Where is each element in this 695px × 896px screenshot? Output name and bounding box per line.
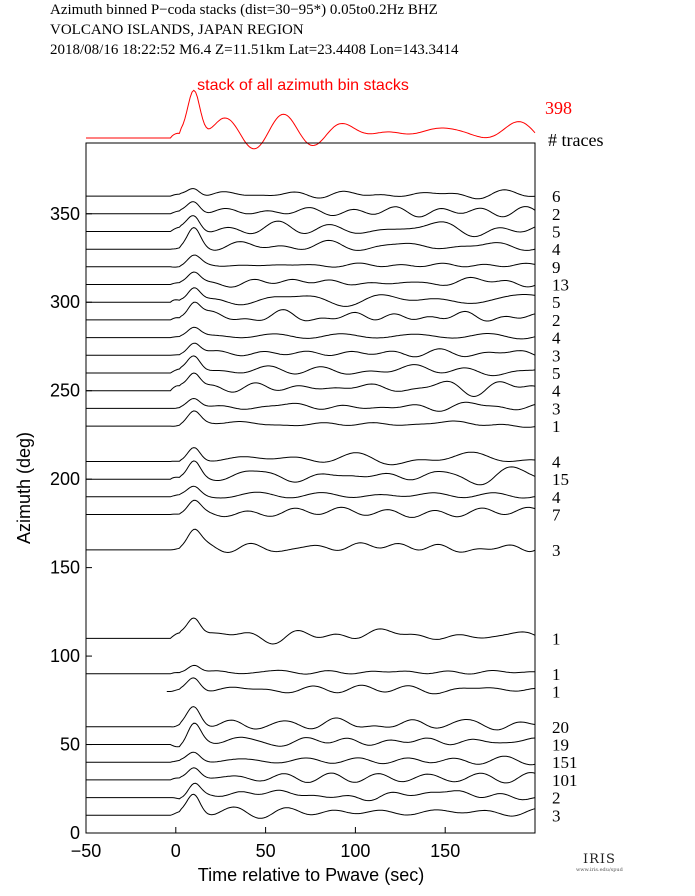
trace-count-az-350: 2 — [552, 205, 561, 224]
trace-az-360 — [86, 188, 536, 200]
trace-count-az-250: 4 — [552, 382, 561, 401]
trace-az-110 — [86, 617, 536, 645]
trace-count-az-60: 20 — [552, 718, 569, 737]
trace-az-320 — [86, 254, 536, 268]
trace-az-50 — [86, 722, 536, 748]
y-tick-label: 50 — [60, 735, 80, 755]
y-tick-label: 0 — [70, 823, 80, 843]
trace-az-290 — [86, 301, 536, 322]
stack-count-label: 398 — [545, 98, 572, 118]
trace-az-20 — [86, 782, 536, 802]
x-tick-label: −50 — [71, 841, 102, 861]
trace-count-header: # traces — [548, 130, 603, 150]
trace-az-80 — [166, 677, 536, 695]
trace-az-200 — [86, 460, 536, 486]
trace-count-az-90: 1 — [552, 665, 561, 684]
trace-az-190 — [86, 485, 536, 499]
trace-count-az-260: 5 — [552, 364, 561, 383]
trace-count-az-310: 13 — [552, 276, 569, 295]
trace-az-350 — [86, 201, 536, 218]
header-line-3: 2018/08/16 18:22:52 M6.4 Z=11.51km Lat=2… — [50, 42, 459, 58]
x-tick-label: 0 — [171, 841, 181, 861]
trace-az-160 — [86, 528, 536, 554]
y-tick-label: 250 — [50, 381, 80, 401]
trace-az-250 — [86, 372, 536, 398]
y-tick-label: 350 — [50, 204, 80, 224]
header-line-2: VOLCANO ISLANDS, JAPAN REGION — [50, 22, 304, 38]
trace-az-280 — [86, 326, 536, 340]
trace-az-210 — [86, 447, 536, 466]
trace-count-az-240: 3 — [552, 399, 561, 418]
trace-az-180 — [86, 499, 536, 518]
trace-count-az-330: 4 — [552, 240, 561, 259]
trace-count-az-50: 19 — [552, 736, 569, 755]
trace-az-60 — [86, 706, 536, 731]
x-axis-label: Time relative to Pwave (sec) — [198, 865, 424, 885]
iris-logo: IRIS www.iris.edu/spud — [576, 852, 623, 873]
trace-az-90 — [86, 664, 535, 675]
trace-az-40 — [86, 751, 536, 766]
trace-count-az-40: 151 — [552, 753, 578, 772]
trace-count-az-190: 4 — [552, 488, 561, 507]
trace-az-310 — [86, 271, 536, 288]
trace-count-az-210: 4 — [552, 452, 561, 471]
trace-count-az-300: 5 — [552, 293, 561, 312]
trace-count-az-180: 7 — [552, 506, 561, 525]
header-line-1: Azimuth binned P−coda stacks (dist=30−95… — [50, 2, 438, 18]
trace-count-az-160: 3 — [552, 541, 561, 560]
x-tick-label: 50 — [256, 841, 276, 861]
trace-count-az-230: 1 — [552, 417, 561, 436]
trace-az-30 — [86, 767, 536, 784]
trace-az-300 — [86, 287, 536, 307]
trace-count-az-200: 15 — [552, 470, 569, 489]
trace-count-az-10: 3 — [552, 806, 561, 825]
trace-count-az-30: 101 — [552, 771, 578, 790]
y-tick-label: 100 — [50, 646, 80, 666]
iris-logo-word: IRIS — [582, 852, 616, 867]
x-tick-label: 100 — [340, 841, 370, 861]
trace-count-az-320: 9 — [552, 258, 561, 277]
trace-count-az-20: 2 — [552, 789, 561, 808]
trace-az-10 — [86, 793, 536, 819]
trace-count-az-280: 4 — [552, 329, 561, 348]
trace-az-240 — [86, 397, 536, 412]
trace-count-az-80: 1 — [552, 682, 561, 701]
trace-count-az-270: 3 — [552, 346, 561, 365]
trace-az-260 — [86, 355, 536, 377]
plot-frame — [85, 142, 536, 834]
stack-title: stack of all azimuth bin stacks — [197, 77, 409, 94]
x-tick-label: 150 — [430, 841, 460, 861]
y-axis-label: Azimuth (deg) — [14, 432, 34, 544]
trace-az-340 — [86, 215, 536, 238]
iris-logo-url: www.iris.edu/spud — [576, 867, 623, 873]
trace-az-330 — [86, 227, 536, 251]
trace-count-az-360: 6 — [552, 187, 561, 206]
trace-count-az-290: 2 — [552, 311, 561, 330]
y-tick-label: 300 — [50, 292, 80, 312]
y-tick-label: 200 — [50, 469, 80, 489]
y-tick-label: 150 — [50, 558, 80, 578]
trace-count-az-340: 5 — [552, 222, 561, 241]
trace-az-270 — [86, 342, 536, 358]
stack-trace — [86, 89, 536, 150]
trace-count-az-110: 1 — [552, 629, 561, 648]
trace-az-230 — [86, 410, 536, 428]
